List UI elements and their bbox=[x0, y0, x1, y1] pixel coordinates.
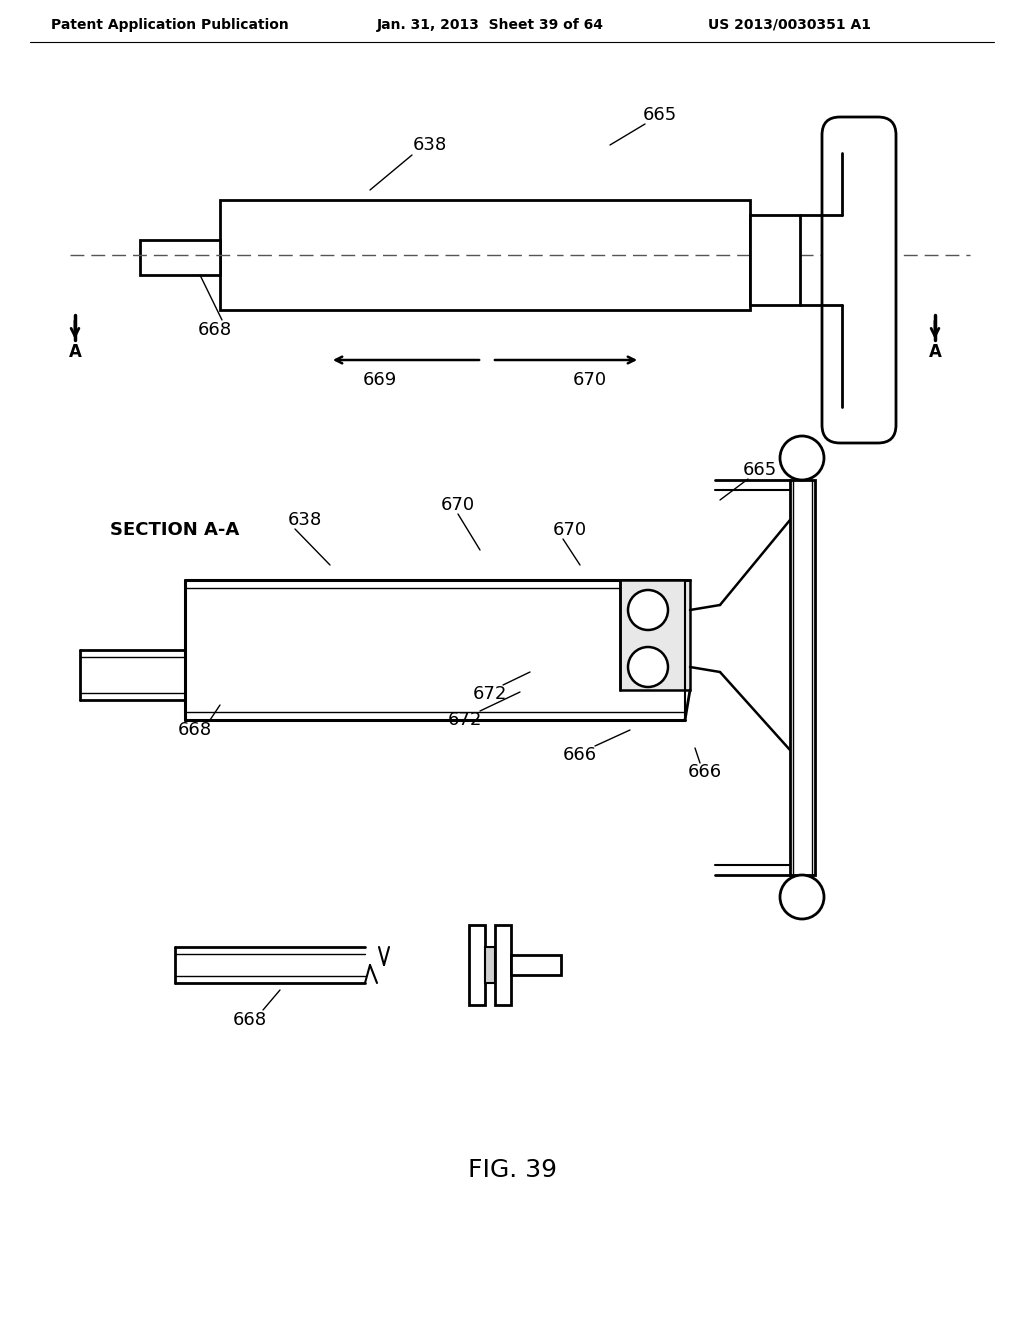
Bar bbox=[220, 201, 750, 310]
Bar bbox=[485, 946, 495, 983]
Text: 665: 665 bbox=[643, 106, 677, 124]
Circle shape bbox=[780, 436, 824, 480]
Text: SECTION A-A: SECTION A-A bbox=[110, 521, 240, 539]
Text: 638: 638 bbox=[413, 136, 447, 154]
Bar bbox=[790, 480, 815, 875]
Circle shape bbox=[628, 590, 668, 630]
Text: Jan. 31, 2013  Sheet 39 of 64: Jan. 31, 2013 Sheet 39 of 64 bbox=[377, 18, 603, 32]
Text: 668: 668 bbox=[178, 721, 212, 739]
Text: 665: 665 bbox=[742, 461, 777, 479]
Text: 666: 666 bbox=[688, 763, 722, 781]
Text: FIG. 39: FIG. 39 bbox=[468, 1158, 556, 1181]
Text: A: A bbox=[929, 343, 941, 360]
Bar bbox=[140, 240, 220, 275]
Bar bbox=[511, 954, 561, 975]
Circle shape bbox=[780, 875, 824, 919]
Text: 669: 669 bbox=[362, 371, 397, 389]
Bar bbox=[750, 215, 800, 305]
Text: 672: 672 bbox=[473, 685, 507, 704]
Text: 666: 666 bbox=[563, 746, 597, 764]
Bar bbox=[620, 579, 690, 690]
Bar bbox=[469, 925, 485, 1005]
Circle shape bbox=[628, 647, 668, 686]
FancyBboxPatch shape bbox=[822, 117, 896, 444]
Text: 670: 670 bbox=[441, 496, 475, 513]
Bar bbox=[495, 925, 511, 1005]
Text: A: A bbox=[69, 343, 82, 360]
Text: 668: 668 bbox=[232, 1011, 267, 1030]
Text: 638: 638 bbox=[288, 511, 323, 529]
Text: 672: 672 bbox=[447, 711, 482, 729]
Text: 670: 670 bbox=[553, 521, 587, 539]
Text: 668: 668 bbox=[198, 321, 232, 339]
Text: US 2013/0030351 A1: US 2013/0030351 A1 bbox=[709, 18, 871, 32]
Text: Patent Application Publication: Patent Application Publication bbox=[51, 18, 289, 32]
Text: 670: 670 bbox=[573, 371, 607, 389]
